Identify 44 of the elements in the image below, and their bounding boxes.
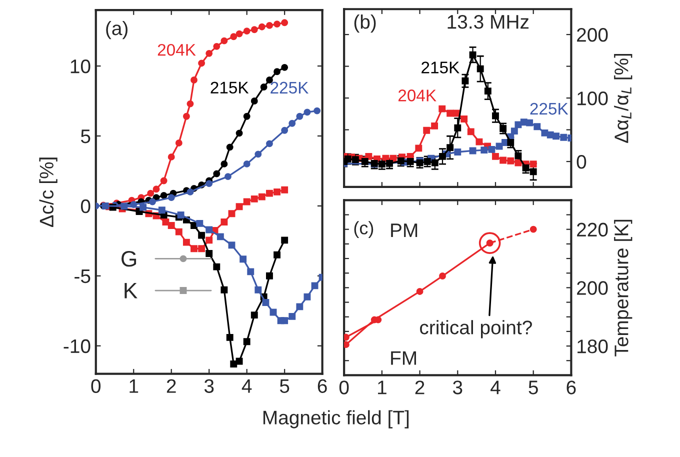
x-tick-label: 5 bbox=[280, 379, 290, 393]
y-tick-label: 0 bbox=[576, 154, 586, 169]
y-tick-label: 200 bbox=[577, 28, 608, 42]
y-tick-label: -10 bbox=[64, 339, 90, 354]
x-tick-label: 0 bbox=[91, 379, 101, 393]
x-tick-label: 1 bbox=[130, 379, 138, 393]
series-label: 204K bbox=[158, 44, 196, 56]
series-label: 215K bbox=[422, 62, 460, 74]
x-tick-label: 3 bbox=[452, 380, 462, 394]
annotation: FM bbox=[391, 351, 416, 365]
x-tick-label: 1 bbox=[378, 380, 386, 394]
annotation: critical point? bbox=[420, 320, 532, 338]
y-tick-label: 200 bbox=[577, 281, 608, 295]
legend-label: G bbox=[122, 250, 136, 267]
x-tick-label: 5 bbox=[528, 380, 538, 394]
x-tick-label: 0 bbox=[339, 380, 349, 394]
x-tick-label: 6 bbox=[566, 380, 576, 394]
y-axis-title: Δα$_{L}$/α$_{L}$ [%] bbox=[614, 54, 632, 143]
legend-label: K bbox=[124, 283, 138, 298]
y-axis-title: Δc/c [%] bbox=[39, 158, 58, 228]
series-label: 225K bbox=[270, 82, 309, 94]
x-tick-label: 6 bbox=[318, 379, 327, 393]
y-tick-label: 10 bbox=[70, 59, 90, 74]
annotation: (b) bbox=[354, 14, 376, 33]
y-tick-label: 100 bbox=[578, 91, 608, 106]
x-tick-label: 2 bbox=[415, 380, 424, 394]
x-tick-label: 2 bbox=[166, 379, 176, 393]
annotation: (a) bbox=[106, 20, 128, 40]
x-axis-title: Magnetic field [T] bbox=[263, 410, 409, 428]
annotation: PM bbox=[391, 224, 418, 238]
x-tick-label: 3 bbox=[204, 379, 214, 393]
annotation: (c) bbox=[354, 221, 374, 238]
x-tick-label: 4 bbox=[242, 379, 252, 393]
y-tick-label: -5 bbox=[74, 270, 90, 284]
series-label: 204K bbox=[398, 90, 436, 102]
y-tick-label: 180 bbox=[578, 339, 608, 354]
y-axis-title: Temperature [K] bbox=[614, 220, 632, 356]
y-tick-label: 220 bbox=[577, 222, 608, 237]
series-label: 215K bbox=[210, 82, 249, 94]
y-tick-label: 5 bbox=[80, 130, 90, 144]
annotation: 13.3 MHz bbox=[448, 14, 529, 29]
series-label: 225K bbox=[530, 102, 568, 115]
y-tick-label: 0 bbox=[80, 199, 90, 214]
x-tick-label: 4 bbox=[490, 380, 500, 394]
